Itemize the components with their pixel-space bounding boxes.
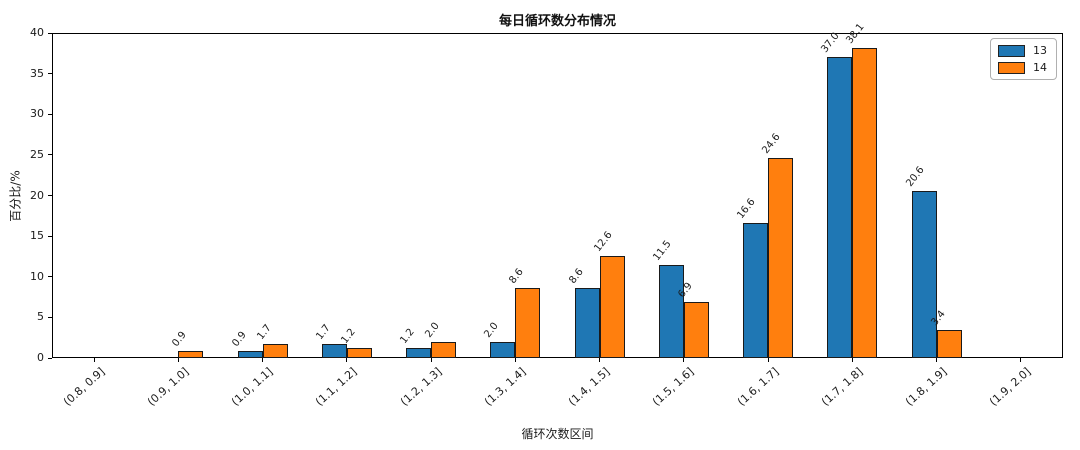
bar-13 [911,190,937,358]
x-tick-mark [599,358,601,362]
bar-14 [262,344,288,358]
x-tick-label: (1.6, 1.7] [734,365,781,409]
y-tick-mark [48,32,52,34]
x-tick-label: (1.2, 1.3] [397,365,444,409]
plot-area [52,33,1063,358]
y-tick-mark [48,73,52,75]
y-tick-mark [48,316,52,318]
bar-13 [743,223,769,358]
x-tick-label: (1.9, 2.0] [987,365,1034,409]
legend-swatch [998,61,1025,74]
y-tick-label: 30 [30,107,44,121]
y-tick-label: 5 [37,310,44,324]
x-tick-mark [683,358,685,362]
bar-14 [768,158,794,358]
bar-13 [574,288,600,358]
bar-13 [490,341,516,358]
bar-13 [321,344,347,358]
y-tick-label: 35 [30,66,44,80]
legend-item: 14 [998,61,1047,74]
legend-label: 14 [1033,61,1047,74]
bar-13 [406,348,432,358]
legend-label: 13 [1033,44,1047,57]
legend-swatch [998,44,1025,57]
bar-13 [827,57,853,358]
y-tick-label: 15 [30,229,44,243]
y-tick-mark [48,357,52,359]
bar-14 [936,330,962,358]
y-tick-mark [48,154,52,156]
bar-14 [178,350,204,358]
y-tick-mark [48,235,52,237]
bar-13 [658,264,684,358]
x-tick-mark [93,358,95,362]
x-tick-label: (1.3, 1.4] [481,365,529,409]
x-tick-mark [430,358,432,362]
chart-title: 每日循环数分布情况 [498,14,616,29]
bar-14 [431,341,457,358]
y-tick-mark [48,195,52,196]
x-tick-mark [262,358,264,362]
y-tick-mark [48,276,52,278]
y-tick-mark [48,113,52,115]
x-tick-label: (1.8, 1.9] [903,365,950,409]
x-axis-label: 循环次数区间 [521,427,594,441]
y-tick-label: 10 [30,269,44,283]
legend-item: 13 [998,44,1047,57]
bar-14 [346,348,372,358]
x-tick-mark [1020,358,1022,362]
bar-13 [237,350,263,358]
x-tick-mark [177,358,179,362]
legend: 13 14 [990,38,1057,80]
y-tick-label: 25 [30,147,44,161]
bar-14 [599,255,625,358]
x-tick-label: (1.4, 1.5] [566,365,613,409]
x-tick-label: (1.7, 1.8] [818,365,866,409]
x-tick-label: (1.1, 1.2] [313,365,360,409]
x-tick-mark [514,358,516,362]
x-tick-mark [936,358,938,362]
x-tick-mark [346,358,348,362]
x-tick-mark [851,358,853,362]
x-tick-mark [767,358,769,362]
x-tick-label: (0.8, 0.9] [60,365,107,409]
x-tick-label: (0.9, 1.0] [144,365,192,409]
x-tick-label: (1.5, 1.6] [650,365,697,409]
y-tick-label: 0 [37,351,44,364]
x-tick-label: (1.0, 1.1] [229,365,276,409]
bar-14 [515,288,541,358]
bar-14 [852,48,878,358]
bar-14 [683,301,709,358]
y-tick-label: 20 [30,188,44,202]
y-tick-label: 40 [30,26,44,39]
